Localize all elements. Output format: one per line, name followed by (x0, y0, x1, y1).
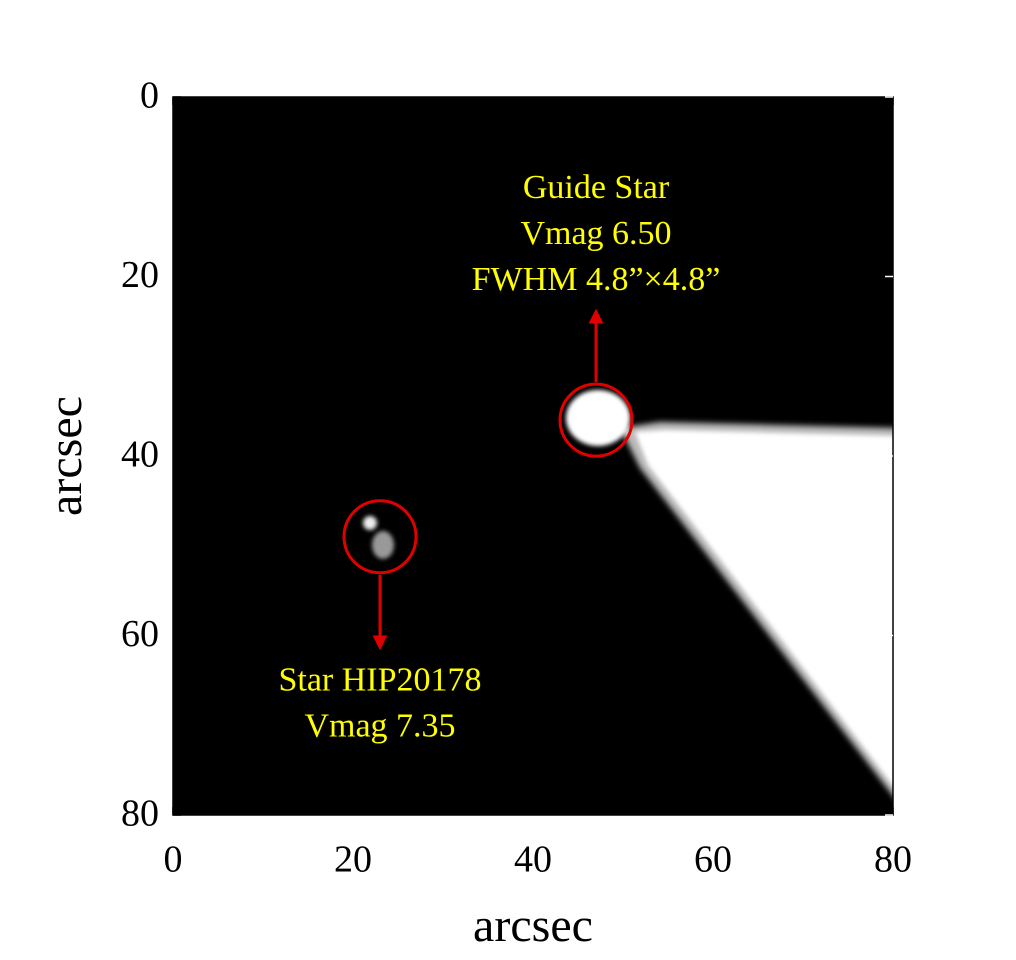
source-marker (342, 499, 418, 575)
x-tick-label: 60 (694, 839, 732, 881)
image-content (363, 390, 893, 796)
y-tick-label: 80 (121, 793, 159, 835)
source-marker (558, 382, 634, 458)
y-axis-label: arcsec (39, 396, 92, 516)
y-tick-label: 0 (140, 75, 159, 117)
source-label: Vmag 6.50 (520, 215, 671, 252)
y-tick-label: 40 (121, 434, 159, 476)
source-label: Star HIP20178 (278, 662, 481, 699)
star-image (363, 516, 377, 530)
source-label: Vmag 7.35 (304, 708, 455, 745)
x-tick-label: 40 (514, 839, 552, 881)
x-tick-label: 80 (874, 839, 912, 881)
guide-star-image (566, 390, 630, 446)
source-label: FWHM 4.8”×4.8” (472, 261, 721, 298)
source-label: Guide Star (523, 169, 670, 206)
star-image (372, 531, 394, 559)
x-tick-label: 0 (164, 839, 183, 881)
x-tick-label: 20 (334, 839, 372, 881)
bright-wedge (635, 430, 893, 786)
x-axis-label: arcsec (473, 899, 593, 952)
y-tick-label: 60 (121, 613, 159, 655)
y-tick-label: 20 (121, 254, 159, 296)
